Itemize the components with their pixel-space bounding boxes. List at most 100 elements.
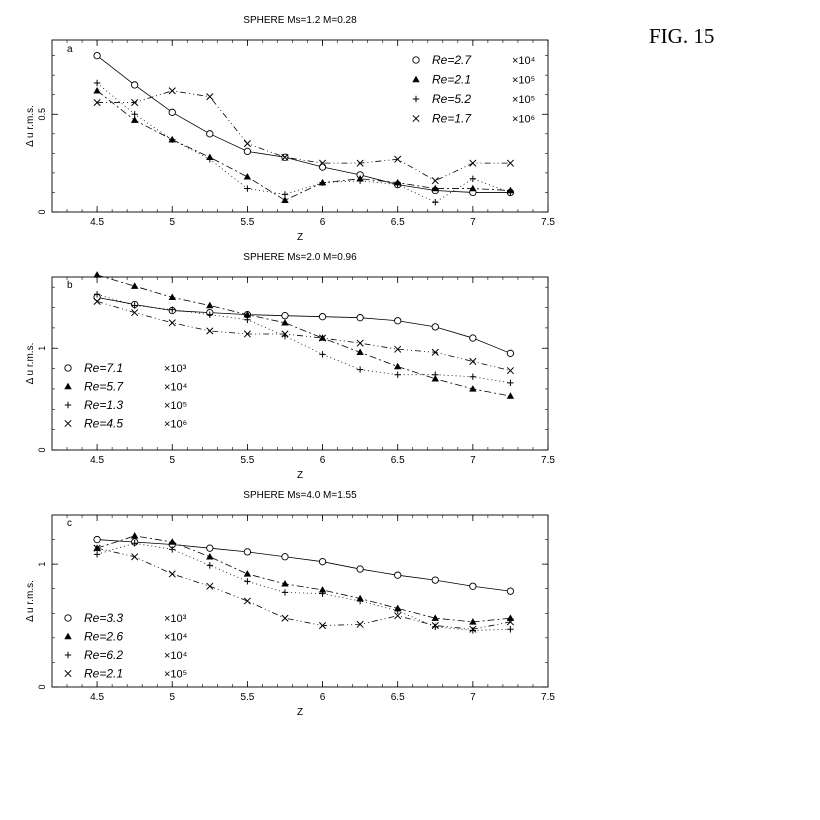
data-point [93,87,101,94]
data-point [318,159,327,167]
legend-label: Re=5.7 [84,380,124,394]
data-point [206,311,214,318]
legend-exponent: ×10⁵ [512,75,535,87]
chart-panel-b: SPHERE Ms=2.0 M=0.96 b 4.5 5 5.5 6 6.5 7 7.5 0 1 Z Δ… [25,252,555,481]
data-point [93,544,101,552]
x-tick-label: 6.5 [391,692,405,703]
legend-label: Re=2.7 [432,53,472,67]
data-point [507,626,514,633]
series-2: Re=5.7 ×10⁴ [64,271,515,399]
data-point [281,579,289,587]
data-point [93,79,101,87]
series-2: Re=2.6 ×10⁴ [64,532,515,644]
legend-exponent: ×10⁴ [164,650,188,662]
data-point [243,140,251,148]
legend-label: Re=5.2 [432,92,471,106]
legend-label: Re=2.6 [84,630,123,644]
data-point [168,538,176,545]
y-tick-label: 0 [37,684,47,689]
data-point [243,570,252,577]
data-point [93,271,101,278]
legend-exponent: ×10⁶ [164,419,187,431]
data-point [206,301,214,309]
series-line [96,90,511,201]
x-axis-label: Z [297,707,303,718]
data-point [243,330,251,338]
legend-label: Re=7.1 [84,361,123,375]
series-line [96,301,511,372]
data-point [131,540,138,547]
legend-marker [64,382,72,390]
x-tick-label: 7.5 [541,455,555,466]
series-line [97,547,511,630]
data-point [206,552,214,560]
legend-label: Re=2.1 [432,73,471,87]
data-point [431,614,439,621]
legend-marker [64,614,72,622]
chart-title: SPHERE Ms=1.2 M=0.28 [243,15,357,26]
data-point [469,625,477,633]
legend-exponent: ×10⁵ [164,400,187,412]
data-point [130,116,139,123]
data-point [243,147,252,156]
data-point [356,177,364,184]
legend-label: Re=4.5 [84,417,123,431]
data-point [131,309,139,317]
legend-exponent: ×10³ [164,613,187,625]
y-axis-label: Δ u r.m.s. [25,343,36,385]
data-point [281,153,289,161]
panel-letter: b [67,280,73,291]
x-axis-label: Z [297,470,303,481]
data-point [469,373,477,380]
x-tick-label: 5 [169,455,175,466]
data-point [469,357,477,366]
data-point [506,159,514,167]
series-4: Re=4.5 ×10⁶ [64,297,514,431]
legend-label: Re=1.7 [432,112,472,126]
data-point [206,562,214,569]
data-point [431,622,439,630]
series-1: Re=3.3 ×10³ [64,535,515,625]
legend-marker [412,56,420,64]
data-point [281,614,289,622]
series-4: Re=1.7 ×10⁶ [93,87,535,185]
data-point [281,312,289,320]
data-point [469,175,477,182]
legend-marker [64,364,72,372]
data-point [319,590,326,597]
series-4: Re=2.1 ×10⁵ [64,544,514,681]
data-point [169,546,176,553]
y-tick-label: 0.5 [37,108,47,121]
x-tick-label: 7 [470,217,476,228]
series-line [97,296,511,354]
legend-marker [412,75,420,83]
data-point [281,191,289,198]
data-point [431,323,439,331]
plot-frame [51,39,549,213]
data-point [206,93,214,101]
data-point [319,351,326,358]
data-point [431,374,439,382]
data-point [168,87,176,95]
legend-exponent: ×10³ [164,363,187,375]
data-point [169,136,176,143]
x-tick-label: 7 [470,455,476,466]
data-point [507,189,514,196]
data-point [244,578,251,585]
data-point [507,379,514,387]
data-point [318,163,327,171]
legend-exponent: ×10⁴ [164,632,188,644]
series-3: Re=5.2 ×10⁵ [93,79,535,206]
data-point [130,532,139,539]
series-line [97,90,511,182]
data-point [506,349,515,357]
data-point [168,570,176,578]
series-line [96,55,511,193]
data-point [469,184,477,192]
data-point [356,314,364,322]
data-point [432,199,439,206]
data-point [206,582,214,590]
legend-marker [412,95,420,103]
legend-exponent: ×10⁴ [512,55,536,67]
data-point [469,627,477,634]
